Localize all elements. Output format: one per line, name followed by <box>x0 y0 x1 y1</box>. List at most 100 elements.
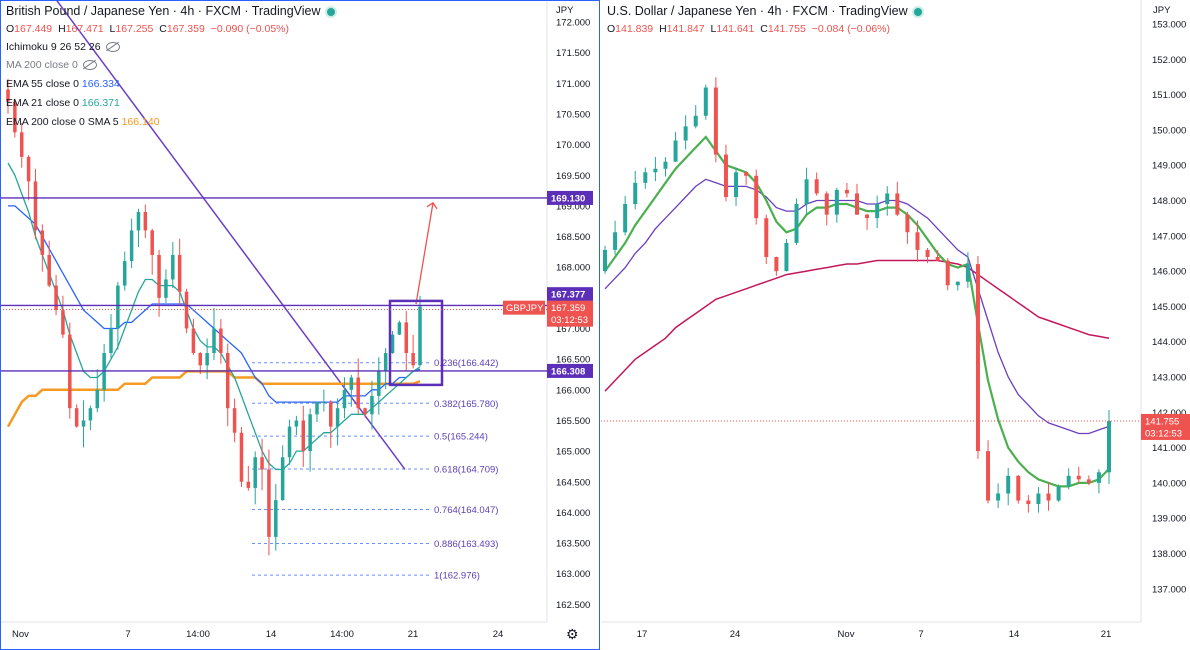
candle-body <box>1056 486 1061 501</box>
indicator-ema200[interactable]: EMA 200 close 0 SMA 5 166.140 <box>6 116 160 128</box>
candle-body <box>824 193 829 215</box>
high-label: H <box>58 23 66 35</box>
y-tick-label: 169.500 <box>556 171 590 182</box>
candle-body <box>663 161 668 169</box>
candle-body <box>219 328 223 354</box>
candle-body <box>673 140 678 162</box>
candle-body <box>703 87 708 116</box>
candle-body <box>253 457 257 488</box>
countdown-tag: 03:12:53 <box>1145 428 1182 439</box>
x-tick-label: Nov <box>12 629 29 640</box>
y-tick-label: 144.000 <box>1152 337 1186 348</box>
usdjpy-chart-panel[interactable]: 137.000 138.000 139.000 140.000 141.000 142.0… <box>601 0 1190 650</box>
candle-body <box>191 328 196 354</box>
candle-body <box>177 254 182 292</box>
fib-level-label: 0.618(164.709) <box>434 464 498 475</box>
candle-body <box>844 189 849 194</box>
chart-title-text: British Pound / Japanese Yen · 4h · FXCM… <box>6 4 321 18</box>
open-value: 141.839 <box>615 23 654 35</box>
candle-body <box>814 179 819 194</box>
usdjpy-chart-title: U.S. Dollar / Japanese Yen · 4h · FXCM ·… <box>607 4 922 18</box>
x-tick-label: Nov <box>838 629 855 640</box>
candle-body <box>925 249 930 257</box>
y-tick-label: 171.000 <box>556 79 590 90</box>
settings-gear-icon[interactable]: ⚙ <box>566 626 579 642</box>
y-tick-label: 164.000 <box>556 508 590 519</box>
y-tick-label: 137.000 <box>1152 584 1186 595</box>
usdjpy-chart-canvas[interactable]: 137.000 138.000 139.000 140.000 141.000 142.0… <box>601 0 1190 650</box>
y-tick-label: 165.500 <box>556 416 590 427</box>
candle-body <box>885 193 890 205</box>
breakout-box <box>388 299 444 387</box>
y-tick-label: 162.500 <box>556 600 590 611</box>
level-tag-167377: 167.377 <box>551 290 585 301</box>
hidden-eye-icon[interactable] <box>82 60 97 71</box>
projection-arrow <box>415 202 434 305</box>
y-tick-label: 164.500 <box>556 477 590 488</box>
currency-label: JPY <box>1153 5 1171 16</box>
candle-body <box>986 451 991 501</box>
candle-body <box>74 408 79 427</box>
candle-body <box>1107 420 1111 473</box>
countdown-tag: 03:12:53 <box>551 315 588 326</box>
candle-body <box>623 204 628 233</box>
candle-body <box>26 156 31 182</box>
candle-body <box>267 469 271 537</box>
y-tick-label: 165.000 <box>556 447 590 458</box>
gbpjpy-chart-canvas[interactable]: 162.500 163.000 163.500 164.000 164.500 165.0… <box>0 0 600 650</box>
candle-body <box>198 353 203 366</box>
candle-body <box>723 154 728 197</box>
gbpjpy-chart-panel[interactable]: 162.500 163.000 163.500 164.000 164.500 165.0… <box>0 0 600 650</box>
candle-body <box>1006 475 1011 494</box>
candle-body <box>356 377 360 409</box>
indicator-ichimoku[interactable]: Ichimoku 9 26 52 26 <box>6 41 120 53</box>
y-tick-label: 138.000 <box>1152 549 1186 560</box>
candle-body <box>184 291 189 329</box>
candle-body <box>54 285 58 311</box>
candle-body <box>683 126 688 141</box>
level-tag-167377-bg <box>547 287 593 302</box>
low-label: L <box>109 23 116 35</box>
candle-body <box>875 204 880 219</box>
last-price-tag: 167.359 <box>551 303 585 314</box>
candle-body <box>342 389 347 409</box>
hidden-eye-icon[interactable] <box>105 42 120 53</box>
candle-body <box>232 408 237 433</box>
candle-body <box>116 285 120 329</box>
candle-body <box>40 230 45 255</box>
x-tick-label: 24 <box>730 629 741 640</box>
y-tick-label: 168.000 <box>556 263 590 274</box>
candle-body <box>1066 475 1071 487</box>
indicator-ema21[interactable]: EMA 21 close 0 166.371 <box>6 97 120 109</box>
candle-body <box>1026 500 1031 505</box>
candle-body <box>13 101 17 133</box>
chart-title-text: U.S. Dollar / Japanese Yen · 4h · FXCM ·… <box>607 4 908 18</box>
indicator-ma200[interactable]: MA 200 close 0 <box>6 59 97 71</box>
currency-label: JPY <box>556 5 574 16</box>
indicator-ema55[interactable]: EMA 55 close 0 166.334 <box>6 78 120 90</box>
candle-body <box>418 306 422 366</box>
candle-body <box>122 261 127 286</box>
candle-body <box>935 256 940 261</box>
indicator-label: MA 200 close 0 <box>6 59 78 71</box>
close-label: C <box>760 23 768 35</box>
candle-body <box>397 322 402 335</box>
candle-body <box>301 420 306 452</box>
y-tick-label: 167.000 <box>556 324 590 335</box>
indicator-label: Ichimoku 9 26 52 26 <box>6 41 101 53</box>
open-value: 167.449 <box>14 23 53 35</box>
candle-body <box>328 402 333 427</box>
indicator-value: 166.334 <box>81 78 120 90</box>
level-tag-166308: 166.308 <box>551 366 585 377</box>
x-tick-label: 24 <box>493 629 504 640</box>
fib-level-label: 0.236(166.442) <box>434 358 498 369</box>
candle-body <box>744 172 749 176</box>
candle-body <box>315 402 319 415</box>
candle-body <box>794 204 799 243</box>
low-value: 141.641 <box>716 23 755 35</box>
x-tick-label: 17 <box>637 629 648 640</box>
y-tick-label: 171.500 <box>556 48 590 59</box>
candle-body <box>633 182 638 205</box>
close-label: C <box>159 23 167 35</box>
indicator-label: EMA 55 close 0 <box>6 78 79 90</box>
